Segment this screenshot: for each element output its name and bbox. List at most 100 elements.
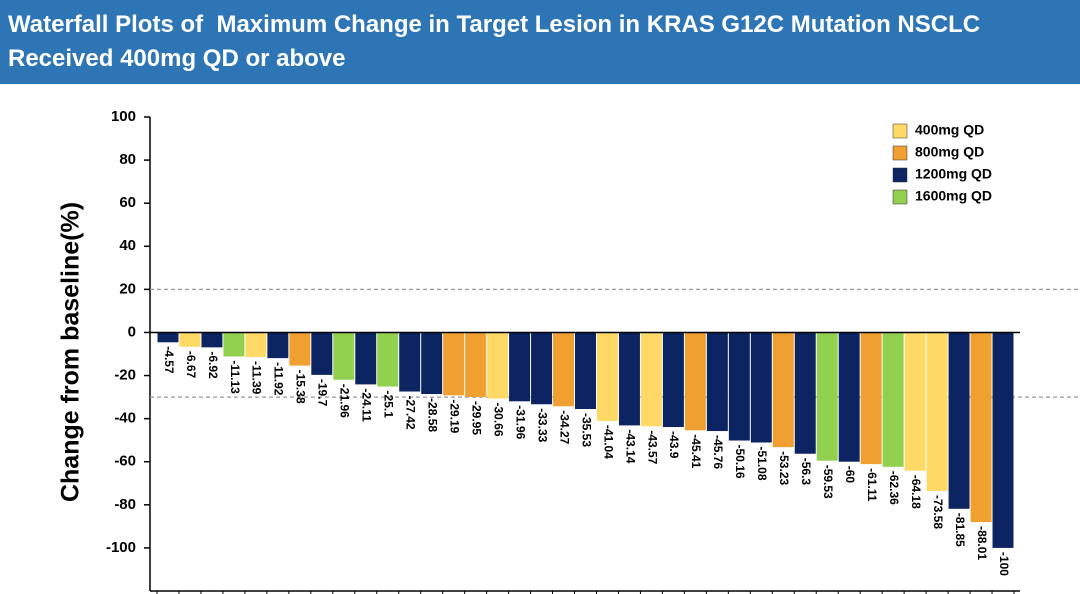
- data-label: -29.19: [447, 399, 461, 433]
- bar: [575, 332, 596, 410]
- legend-swatch: [892, 167, 908, 183]
- bar: [794, 332, 816, 454]
- data-label: -33.33: [535, 408, 549, 442]
- data-label: -27.42: [404, 396, 418, 430]
- bar: [531, 332, 553, 405]
- data-label: -19.7: [316, 379, 330, 407]
- bar: [948, 332, 970, 509]
- data-label: -81.85: [953, 513, 967, 547]
- y-tick-label: 100: [111, 108, 136, 125]
- data-label: -21.96: [338, 384, 352, 418]
- bar: [443, 332, 465, 396]
- data-label: -11.92: [272, 362, 286, 396]
- bar: [179, 332, 201, 347]
- bar: [904, 332, 926, 471]
- bar: [838, 332, 860, 462]
- y-tick-label: 40: [119, 237, 136, 254]
- bar: [377, 332, 399, 387]
- data-label: -6.92: [206, 351, 220, 379]
- data-label: -24.11: [360, 388, 374, 422]
- legend-swatch: [892, 123, 908, 139]
- data-label: -100: [997, 552, 1011, 576]
- y-tick-label: 60: [119, 194, 136, 211]
- chart-title: Waterfall Plots of Maximum Change in Tar…: [8, 11, 987, 72]
- bar: [706, 332, 728, 432]
- data-label: -11.13: [228, 360, 242, 394]
- data-label: -73.58: [931, 495, 945, 529]
- bar: [487, 332, 509, 399]
- y-axis-title: Change from baseline(%): [57, 202, 85, 502]
- y-tick-label: -80: [114, 496, 136, 513]
- bar: [355, 332, 377, 385]
- bar: [311, 332, 333, 375]
- y-tick-label: -40: [114, 410, 136, 427]
- data-label: -30.66: [491, 403, 505, 437]
- bar: [553, 332, 575, 407]
- data-label: -60: [843, 466, 857, 484]
- bar: [772, 332, 794, 448]
- bar: [596, 332, 618, 421]
- data-label: -11.39: [250, 361, 264, 395]
- data-label: -50.16: [733, 445, 747, 479]
- bar: [992, 332, 1014, 548]
- data-label: -43.57: [645, 430, 659, 464]
- y-tick-label: 0: [128, 323, 136, 340]
- legend-label: 400mg QD: [915, 122, 984, 138]
- bar: [399, 332, 421, 392]
- data-label: -34.27: [557, 410, 571, 444]
- bar: [926, 332, 948, 491]
- y-tick-label: 20: [119, 280, 136, 297]
- data-label: -35.53: [579, 413, 593, 447]
- data-label: -31.96: [513, 405, 527, 439]
- data-label: -29.95: [469, 401, 483, 435]
- data-label: -53.23: [777, 451, 791, 485]
- bar: [157, 332, 179, 343]
- legend-label: 1600mg QD: [915, 188, 992, 204]
- data-label: -56.3: [799, 458, 813, 486]
- data-label: -61.11: [865, 468, 879, 502]
- legend-label: 800mg QD: [915, 144, 984, 160]
- y-tick-label: -20: [114, 367, 136, 384]
- data-label: -45.41: [689, 434, 703, 468]
- bar: [970, 332, 992, 523]
- bar: [684, 332, 706, 431]
- data-label: -6.67: [184, 351, 198, 379]
- data-label: -15.38: [294, 370, 308, 404]
- legend-swatch: [892, 145, 908, 161]
- header: Waterfall Plots of Maximum Change in Tar…: [0, 0, 1080, 84]
- bar: [465, 332, 487, 397]
- bar: [509, 332, 531, 402]
- data-label: -4.57: [162, 346, 176, 374]
- bar: [618, 332, 640, 426]
- legend-swatch: [892, 189, 908, 205]
- y-tick-label: 80: [119, 151, 136, 168]
- data-label: -43.14: [623, 429, 637, 463]
- bar: [882, 332, 904, 467]
- data-label: -51.08: [755, 447, 769, 481]
- bar: [223, 332, 245, 357]
- bar: [750, 332, 772, 443]
- data-label: -45.76: [711, 435, 725, 469]
- bar: [640, 332, 662, 427]
- data-label: -59.53: [821, 465, 835, 499]
- bar: [333, 332, 355, 380]
- bar: [289, 332, 311, 366]
- bar: [267, 332, 289, 359]
- bar: [816, 332, 838, 461]
- bar: [860, 332, 882, 465]
- data-label: -28.58: [426, 398, 440, 432]
- bar: [662, 332, 684, 428]
- bar: [245, 332, 267, 357]
- bar: [201, 332, 223, 348]
- bar: [728, 332, 750, 441]
- bar: [421, 332, 443, 395]
- y-tick-label: -100: [106, 539, 136, 556]
- data-label: -43.9: [667, 431, 681, 459]
- data-label: -62.36: [887, 471, 901, 505]
- data-label: -25.1: [382, 391, 396, 419]
- data-label: -41.04: [601, 425, 615, 459]
- data-label: -64.18: [909, 475, 923, 509]
- legend-label: 1200mg QD: [915, 166, 992, 182]
